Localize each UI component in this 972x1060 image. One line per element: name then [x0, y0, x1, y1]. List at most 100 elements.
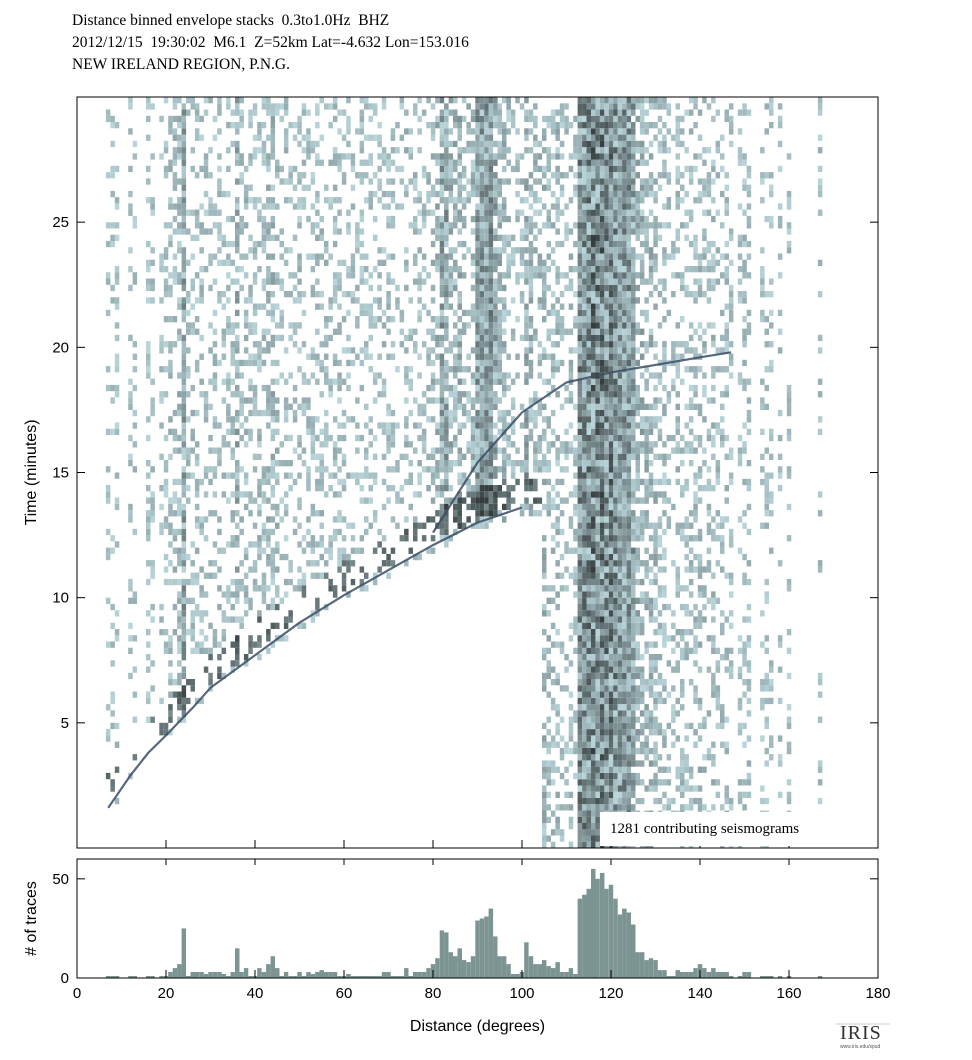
heatmap-cell — [582, 190, 587, 198]
heatmap-cell — [591, 816, 596, 823]
heatmap-cell — [172, 172, 178, 179]
heatmap-cell — [212, 560, 218, 567]
heatmap-cell — [186, 109, 191, 116]
heatmap-cell — [613, 716, 618, 723]
heatmap-cell — [626, 516, 632, 523]
heatmap-cell — [315, 190, 320, 198]
heatmap-cell — [168, 197, 173, 204]
heatmap-cell — [546, 309, 551, 317]
heatmap-cell — [208, 203, 213, 210]
heatmap-cell — [537, 228, 543, 235]
heatmap-cell — [484, 128, 489, 135]
heatmap-cell — [319, 215, 324, 223]
heatmap-cell — [203, 228, 209, 235]
heatmap-cell — [622, 309, 627, 317]
heatmap-cell — [488, 478, 494, 486]
heatmap-cell — [613, 672, 618, 680]
heatmap-cell — [235, 535, 240, 542]
heatmap-cell — [475, 266, 480, 273]
header-line-3: NEW IRELAND REGION, P.N.G. — [72, 56, 290, 73]
heatmap-cell — [332, 115, 338, 123]
heatmap-cell — [337, 197, 342, 204]
heatmap-cell — [542, 823, 547, 830]
heatmap-cell — [546, 215, 551, 223]
heatmap-cell — [221, 610, 227, 617]
heatmap-cell — [172, 103, 178, 110]
heatmap-cell — [377, 140, 382, 148]
heatmap-cell — [608, 222, 614, 229]
heatmap-cell — [613, 722, 618, 730]
heatmap-cell — [306, 516, 311, 523]
heatmap-cell — [519, 460, 525, 467]
heatmap-cell — [568, 441, 574, 448]
heatmap-cell — [430, 184, 436, 191]
heatmap-cell — [172, 679, 178, 686]
heatmap-cell — [243, 253, 249, 260]
heatmap-cell — [568, 823, 574, 830]
heatmap-cell — [542, 353, 547, 360]
heatmap-cell — [292, 409, 298, 417]
heatmap-cell — [604, 209, 609, 216]
heatmap-cell — [261, 240, 267, 248]
heatmap-cell — [591, 466, 596, 473]
heatmap-cell — [430, 209, 436, 216]
heatmap-cell — [257, 441, 262, 448]
heatmap-cell — [315, 197, 320, 204]
heatmap-cell — [595, 341, 600, 348]
heatmap-cell — [595, 603, 600, 611]
heatmap-cell — [591, 378, 596, 385]
heatmap-cell — [172, 228, 178, 235]
heatmap-cell — [515, 209, 520, 216]
heatmap-cell — [261, 547, 267, 554]
heatmap-cell — [257, 240, 262, 248]
heatmap-cell — [426, 359, 431, 367]
heatmap-cell — [493, 328, 498, 335]
heatmap-cell — [568, 153, 574, 160]
heatmap-cell — [479, 122, 485, 129]
heatmap-cell — [608, 491, 614, 498]
heatmap-cell — [417, 403, 422, 410]
heatmap-cell — [626, 460, 632, 467]
heatmap-cell — [528, 291, 534, 298]
heatmap-cell — [599, 441, 605, 448]
heatmap-cell — [199, 641, 204, 648]
heatmap-cell — [622, 585, 627, 592]
heatmap-cell — [502, 303, 507, 310]
heatmap-cell — [444, 460, 449, 467]
heatmap-cell — [622, 184, 627, 191]
heatmap-cell — [568, 122, 574, 129]
heatmap-cell — [484, 291, 489, 298]
heatmap-cell — [372, 172, 378, 179]
heatmap-cell — [510, 397, 516, 404]
heatmap-cell — [582, 328, 587, 335]
heatmap-cell — [595, 597, 600, 604]
heatmap-cell — [248, 510, 253, 517]
heatmap-cell — [235, 641, 240, 648]
heatmap-cell — [226, 253, 231, 260]
heatmap-cell — [337, 566, 342, 573]
heatmap-cell — [484, 491, 489, 498]
heatmap-cell — [177, 303, 182, 310]
heatmap-cell — [390, 253, 396, 260]
heatmap-cell — [444, 234, 449, 241]
heatmap-cell — [364, 266, 369, 273]
heatmap-cell — [146, 103, 151, 110]
heatmap-cell — [604, 704, 609, 711]
heatmap-cell — [631, 716, 636, 723]
heatmap-cell — [555, 228, 560, 235]
heatmap-cell — [163, 247, 169, 254]
heatmap-cell — [341, 560, 347, 567]
heatmap-cell — [235, 585, 240, 592]
heatmap-cell — [248, 153, 253, 160]
heatmap-cell — [555, 328, 560, 335]
heatmap-cell — [617, 97, 623, 104]
heatmap-cell — [488, 153, 494, 160]
heatmap-cell — [550, 428, 556, 435]
heatmap-cell — [114, 165, 120, 173]
heatmap-cell — [595, 391, 600, 398]
heatmap-cell — [350, 472, 356, 479]
heatmap-cell — [617, 629, 623, 636]
heatmap-cell — [617, 654, 623, 661]
heatmap-cell — [479, 516, 485, 523]
heatmap-cell — [226, 591, 231, 598]
